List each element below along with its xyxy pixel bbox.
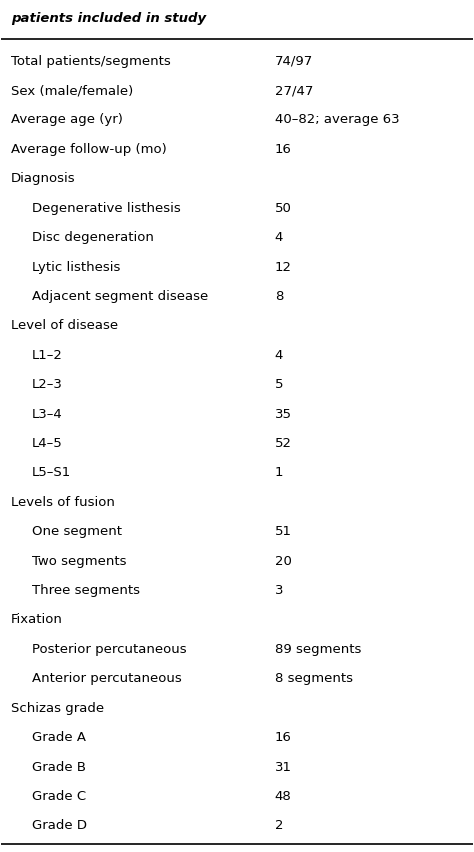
- Text: 3: 3: [275, 584, 283, 596]
- Text: L5–S1: L5–S1: [32, 466, 71, 479]
- Text: L4–5: L4–5: [32, 436, 63, 450]
- Text: Degenerative listhesis: Degenerative listhesis: [32, 201, 181, 215]
- Text: Anterior percutaneous: Anterior percutaneous: [32, 671, 182, 684]
- Text: Schizas grade: Schizas grade: [11, 701, 104, 714]
- Text: Grade B: Grade B: [32, 760, 86, 773]
- Text: 2: 2: [275, 819, 283, 832]
- Text: Disc degeneration: Disc degeneration: [32, 231, 154, 244]
- Text: Posterior percutaneous: Posterior percutaneous: [32, 642, 187, 655]
- Text: 48: 48: [275, 789, 292, 802]
- Text: Average age (yr): Average age (yr): [11, 113, 123, 126]
- Text: 40–82; average 63: 40–82; average 63: [275, 113, 399, 126]
- Text: Grade C: Grade C: [32, 789, 86, 802]
- Text: 35: 35: [275, 407, 292, 420]
- Text: 12: 12: [275, 260, 292, 273]
- Text: 74/97: 74/97: [275, 55, 313, 67]
- Text: Grade D: Grade D: [32, 819, 87, 832]
- Text: Level of disease: Level of disease: [11, 319, 118, 332]
- Text: Levels of fusion: Levels of fusion: [11, 495, 115, 509]
- Text: Lytic listhesis: Lytic listhesis: [32, 260, 120, 273]
- Text: Diagnosis: Diagnosis: [11, 172, 75, 185]
- Text: 52: 52: [275, 436, 292, 450]
- Text: 27/47: 27/47: [275, 84, 313, 97]
- Text: Sex (male/female): Sex (male/female): [11, 84, 133, 97]
- Text: L3–4: L3–4: [32, 407, 63, 420]
- Text: Grade A: Grade A: [32, 730, 86, 743]
- Text: Two segments: Two segments: [32, 554, 127, 567]
- Text: 4: 4: [275, 348, 283, 361]
- Text: 50: 50: [275, 201, 292, 215]
- Text: 16: 16: [275, 730, 292, 743]
- Text: 89 segments: 89 segments: [275, 642, 361, 655]
- Text: 1: 1: [275, 466, 283, 479]
- Text: patients included in study: patients included in study: [11, 12, 206, 25]
- Text: L2–3: L2–3: [32, 377, 63, 391]
- Text: Fixation: Fixation: [11, 613, 63, 625]
- Text: One segment: One segment: [32, 525, 122, 538]
- Text: Total patients/segments: Total patients/segments: [11, 55, 171, 67]
- Text: 4: 4: [275, 231, 283, 244]
- Text: 5: 5: [275, 377, 283, 391]
- Text: Three segments: Three segments: [32, 584, 140, 596]
- Text: Average follow-up (mo): Average follow-up (mo): [11, 143, 166, 156]
- Text: Adjacent segment disease: Adjacent segment disease: [32, 290, 208, 302]
- Text: 8: 8: [275, 290, 283, 302]
- Text: 16: 16: [275, 143, 292, 156]
- Text: 51: 51: [275, 525, 292, 538]
- Text: 20: 20: [275, 554, 292, 567]
- Text: 8 segments: 8 segments: [275, 671, 353, 684]
- Text: 31: 31: [275, 760, 292, 773]
- Text: L1–2: L1–2: [32, 348, 63, 361]
